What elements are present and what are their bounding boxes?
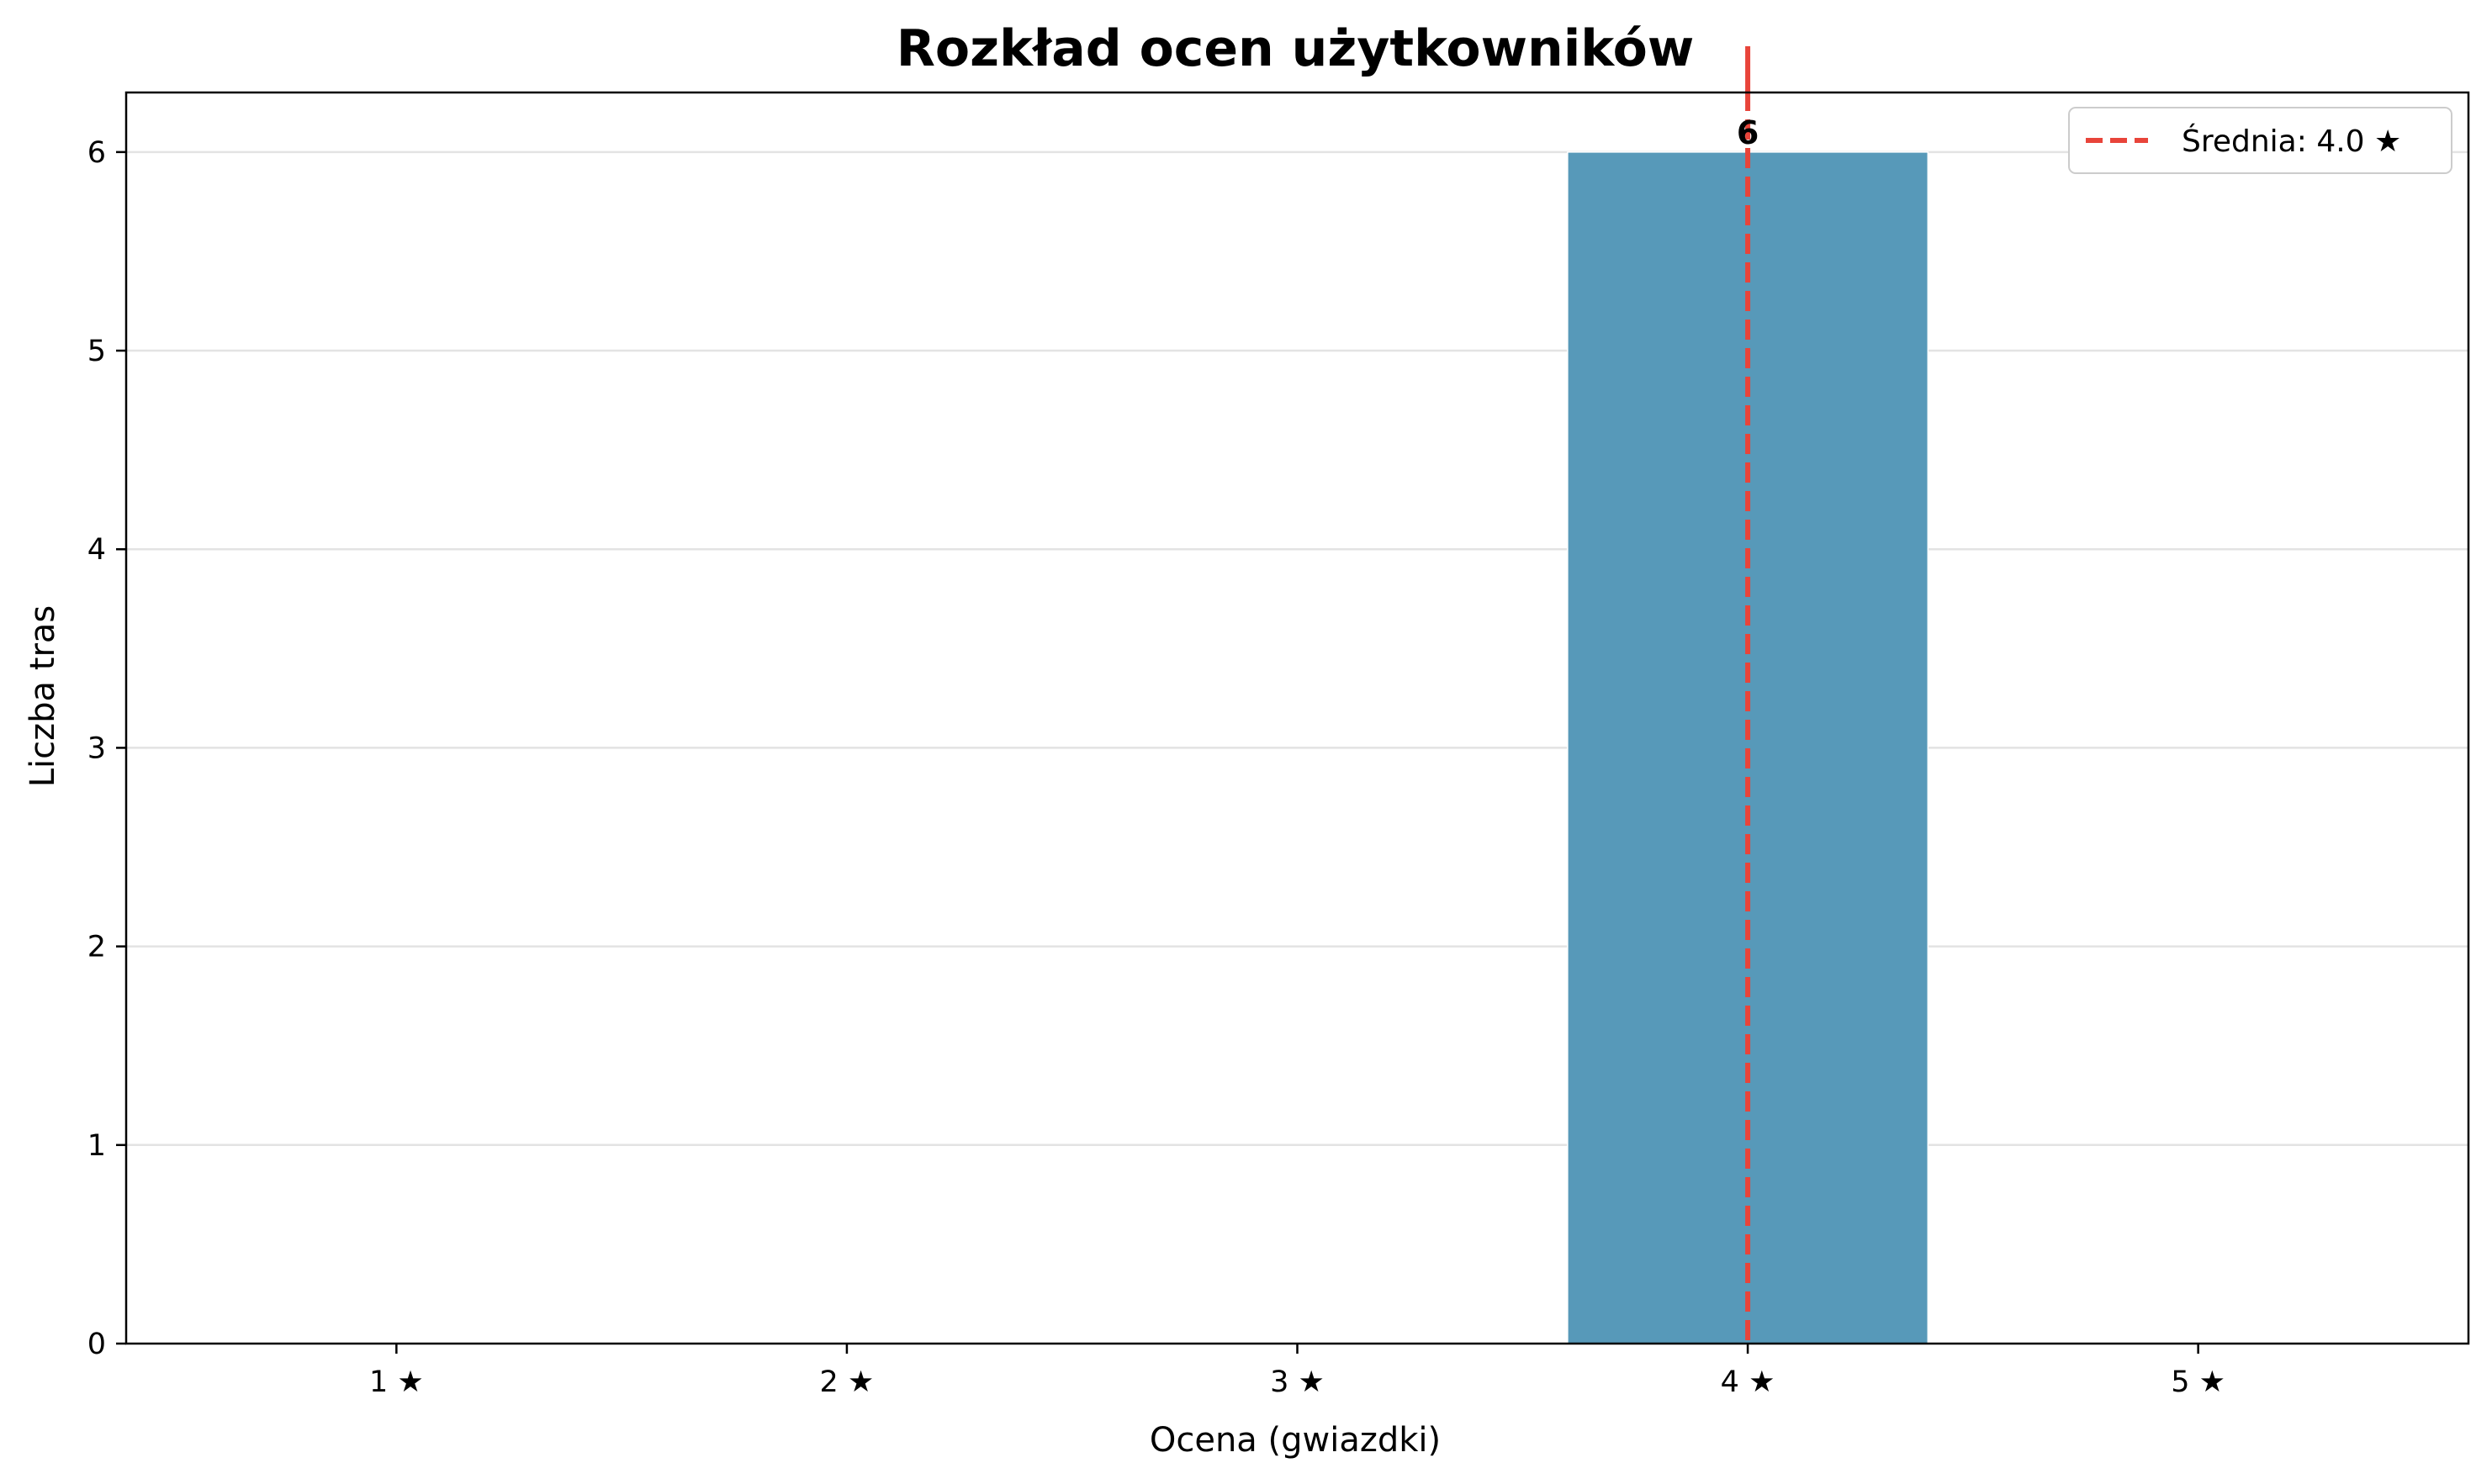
- x-tick-label: 3 ★: [1270, 1365, 1325, 1399]
- y-tick-label: 1: [87, 1129, 106, 1163]
- legend-mean-label: Średnia: 4.0 ★: [2182, 124, 2401, 159]
- y-tick-label: 4: [87, 533, 106, 567]
- y-tick-label: 5: [87, 335, 106, 368]
- x-tick-label: 4 ★: [1721, 1365, 1775, 1399]
- axis-ticks: 1 ★ 2 ★ 3 ★ 4 ★ 5 ★ 0 1 2 3 4 5 6: [87, 136, 2225, 1399]
- y-tick-label: 6: [87, 136, 106, 170]
- chart-title: Rozkład ocen użytkowników: [897, 19, 1695, 78]
- grid-lines: [126, 151, 2468, 1147]
- legend: Średnia: 4.0 ★: [2068, 107, 2452, 174]
- y-tick-label: 2: [87, 931, 106, 964]
- x-axis-label: Ocena (gwiazdki): [1150, 1421, 1441, 1460]
- y-tick-label: 3: [87, 731, 106, 765]
- x-tick-label: 1 ★: [369, 1365, 424, 1399]
- bar-value-label: 6: [1737, 114, 1759, 151]
- x-tick-label: 2 ★: [820, 1365, 875, 1399]
- x-tick-label: 5 ★: [2171, 1365, 2225, 1399]
- y-axis-label: Liczba tras: [24, 605, 62, 787]
- y-tick-label: 0: [87, 1328, 106, 1361]
- data-labels: 6: [1737, 114, 1759, 151]
- legend-box: [2068, 107, 2452, 174]
